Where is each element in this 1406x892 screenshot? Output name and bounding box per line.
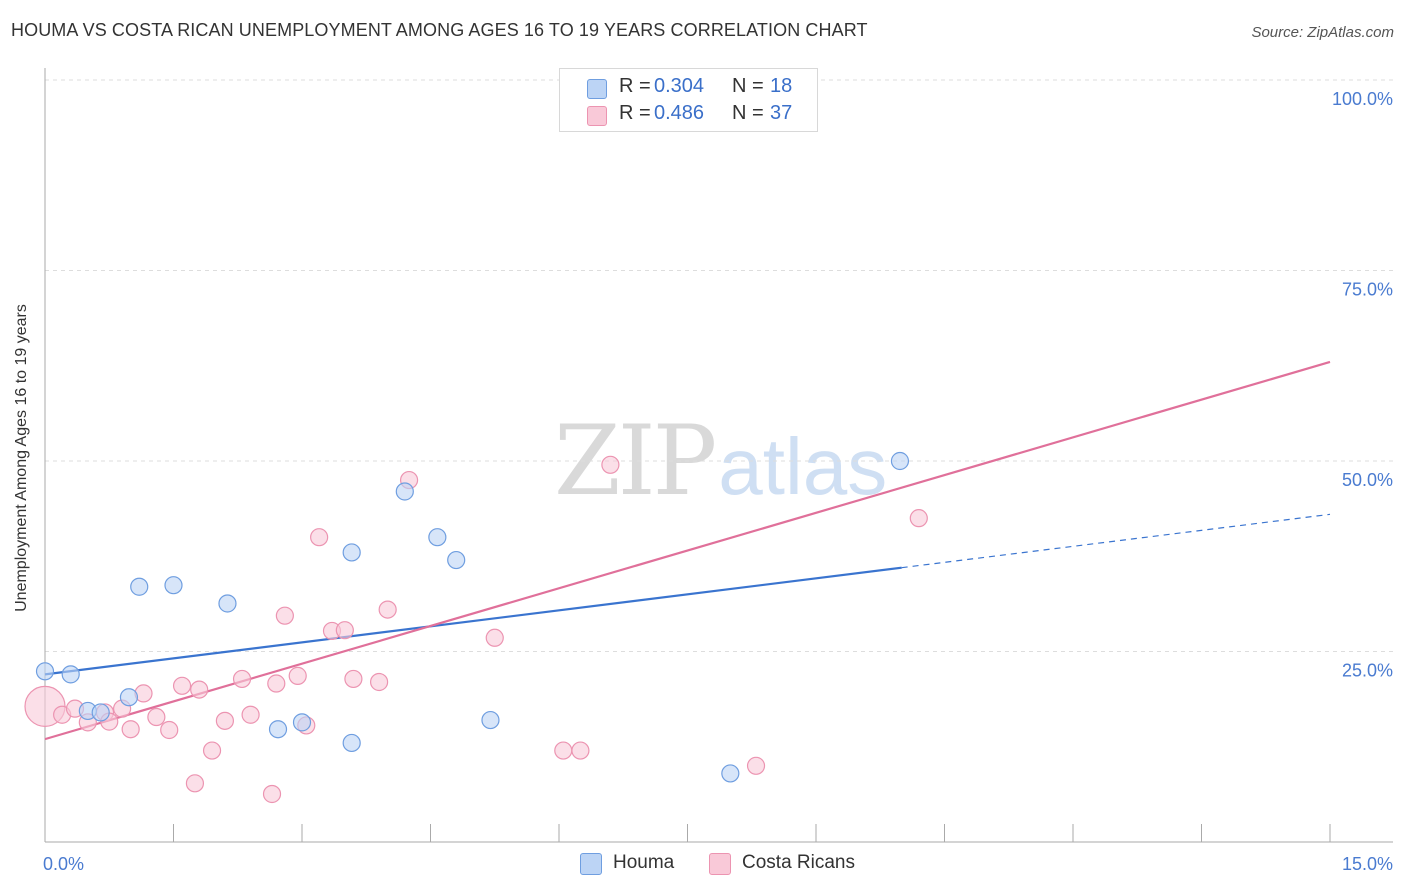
costa-point <box>746 756 766 775</box>
costa-point <box>160 720 179 740</box>
costa-point <box>335 621 354 640</box>
y-tick-label: 25.0% <box>1342 661 1393 681</box>
costa-point <box>267 674 286 693</box>
data-points <box>24 70 928 804</box>
houma-point <box>119 688 139 707</box>
legend-n-value: 37 <box>770 102 793 124</box>
costa-point <box>344 669 363 689</box>
houma-point <box>428 528 447 547</box>
houma-point <box>395 482 414 501</box>
houma-point <box>890 451 910 471</box>
costa-point <box>485 628 504 647</box>
bottom-legend-swatch-costa <box>709 853 731 875</box>
costa-point <box>232 669 252 689</box>
costa-point <box>370 672 389 692</box>
houma-point <box>164 576 183 595</box>
y-tick-label: 100.0% <box>1332 89 1393 109</box>
bottom-legend-label-houma: Houma <box>613 852 675 873</box>
houma-point <box>721 764 740 783</box>
legend-r-label: R = <box>619 102 651 124</box>
costa-point <box>185 774 205 793</box>
costa-point <box>202 741 222 760</box>
costa-point <box>262 784 282 804</box>
grid-lines <box>45 79 1393 652</box>
houma-point <box>268 720 288 739</box>
legend: R = 0.304 N = 18 R = 0.486 N = 37 <box>559 68 818 132</box>
costa-point <box>571 741 590 760</box>
chart-title: HOUMA VS COSTA RICAN UNEMPLOYMENT AMONG … <box>11 20 868 40</box>
x-tick-labels: 0.0% 15.0% <box>43 854 1393 874</box>
y-tick-labels: 25.0% 50.0% 75.0% 100.0% <box>1332 89 1393 681</box>
legend-r-value: 0.304 <box>654 75 705 97</box>
costa-point <box>378 600 397 619</box>
costa-point <box>121 720 140 739</box>
costa-point <box>190 680 209 699</box>
legend-swatch-houma <box>587 79 607 99</box>
costa-point <box>554 741 573 760</box>
costa-point <box>241 705 260 724</box>
x-tick-label-min: 0.0% <box>43 854 84 874</box>
trend-lines <box>44 360 1331 741</box>
y-tick-label: 50.0% <box>1342 470 1393 490</box>
legend-r-value: 0.486 <box>654 102 705 124</box>
bottom-legend-label-costa: Costa Ricans <box>742 852 855 873</box>
houma-trend-line <box>44 566 902 676</box>
costa-point <box>215 711 234 730</box>
y-tick-label: 75.0% <box>1342 280 1393 300</box>
houma-point <box>130 577 149 596</box>
costa-point <box>601 455 620 474</box>
costa-point <box>275 606 294 625</box>
legend-n-label: N = <box>732 102 764 124</box>
houma-point <box>481 710 500 730</box>
costa-trend-line <box>44 360 1331 741</box>
watermark-atlas: atlas <box>718 422 888 511</box>
bottom-legend-swatch-houma <box>580 853 602 875</box>
houma-point <box>292 713 312 732</box>
houma-point <box>61 665 80 684</box>
houma-point <box>91 703 110 722</box>
axes <box>44 68 1393 843</box>
legend-r-label: R = <box>619 75 651 97</box>
legend-n-value: 18 <box>770 75 793 97</box>
legend-n-label: N = <box>732 75 764 97</box>
costa-point <box>310 528 329 547</box>
x-tick-label-max: 15.0% <box>1342 854 1393 874</box>
houma-point <box>342 543 361 562</box>
houma-point <box>218 594 237 613</box>
costa-point <box>909 509 928 528</box>
legend-swatch-costa <box>587 106 607 126</box>
houma-trend-extension <box>901 513 1331 569</box>
houma-point <box>447 550 466 570</box>
costa-point <box>147 707 166 727</box>
source-label: Source: ZipAtlas.com <box>1251 24 1394 41</box>
costa-point <box>172 676 192 695</box>
costa-point <box>288 666 307 685</box>
houma-point <box>342 733 361 753</box>
houma-point <box>35 662 55 681</box>
